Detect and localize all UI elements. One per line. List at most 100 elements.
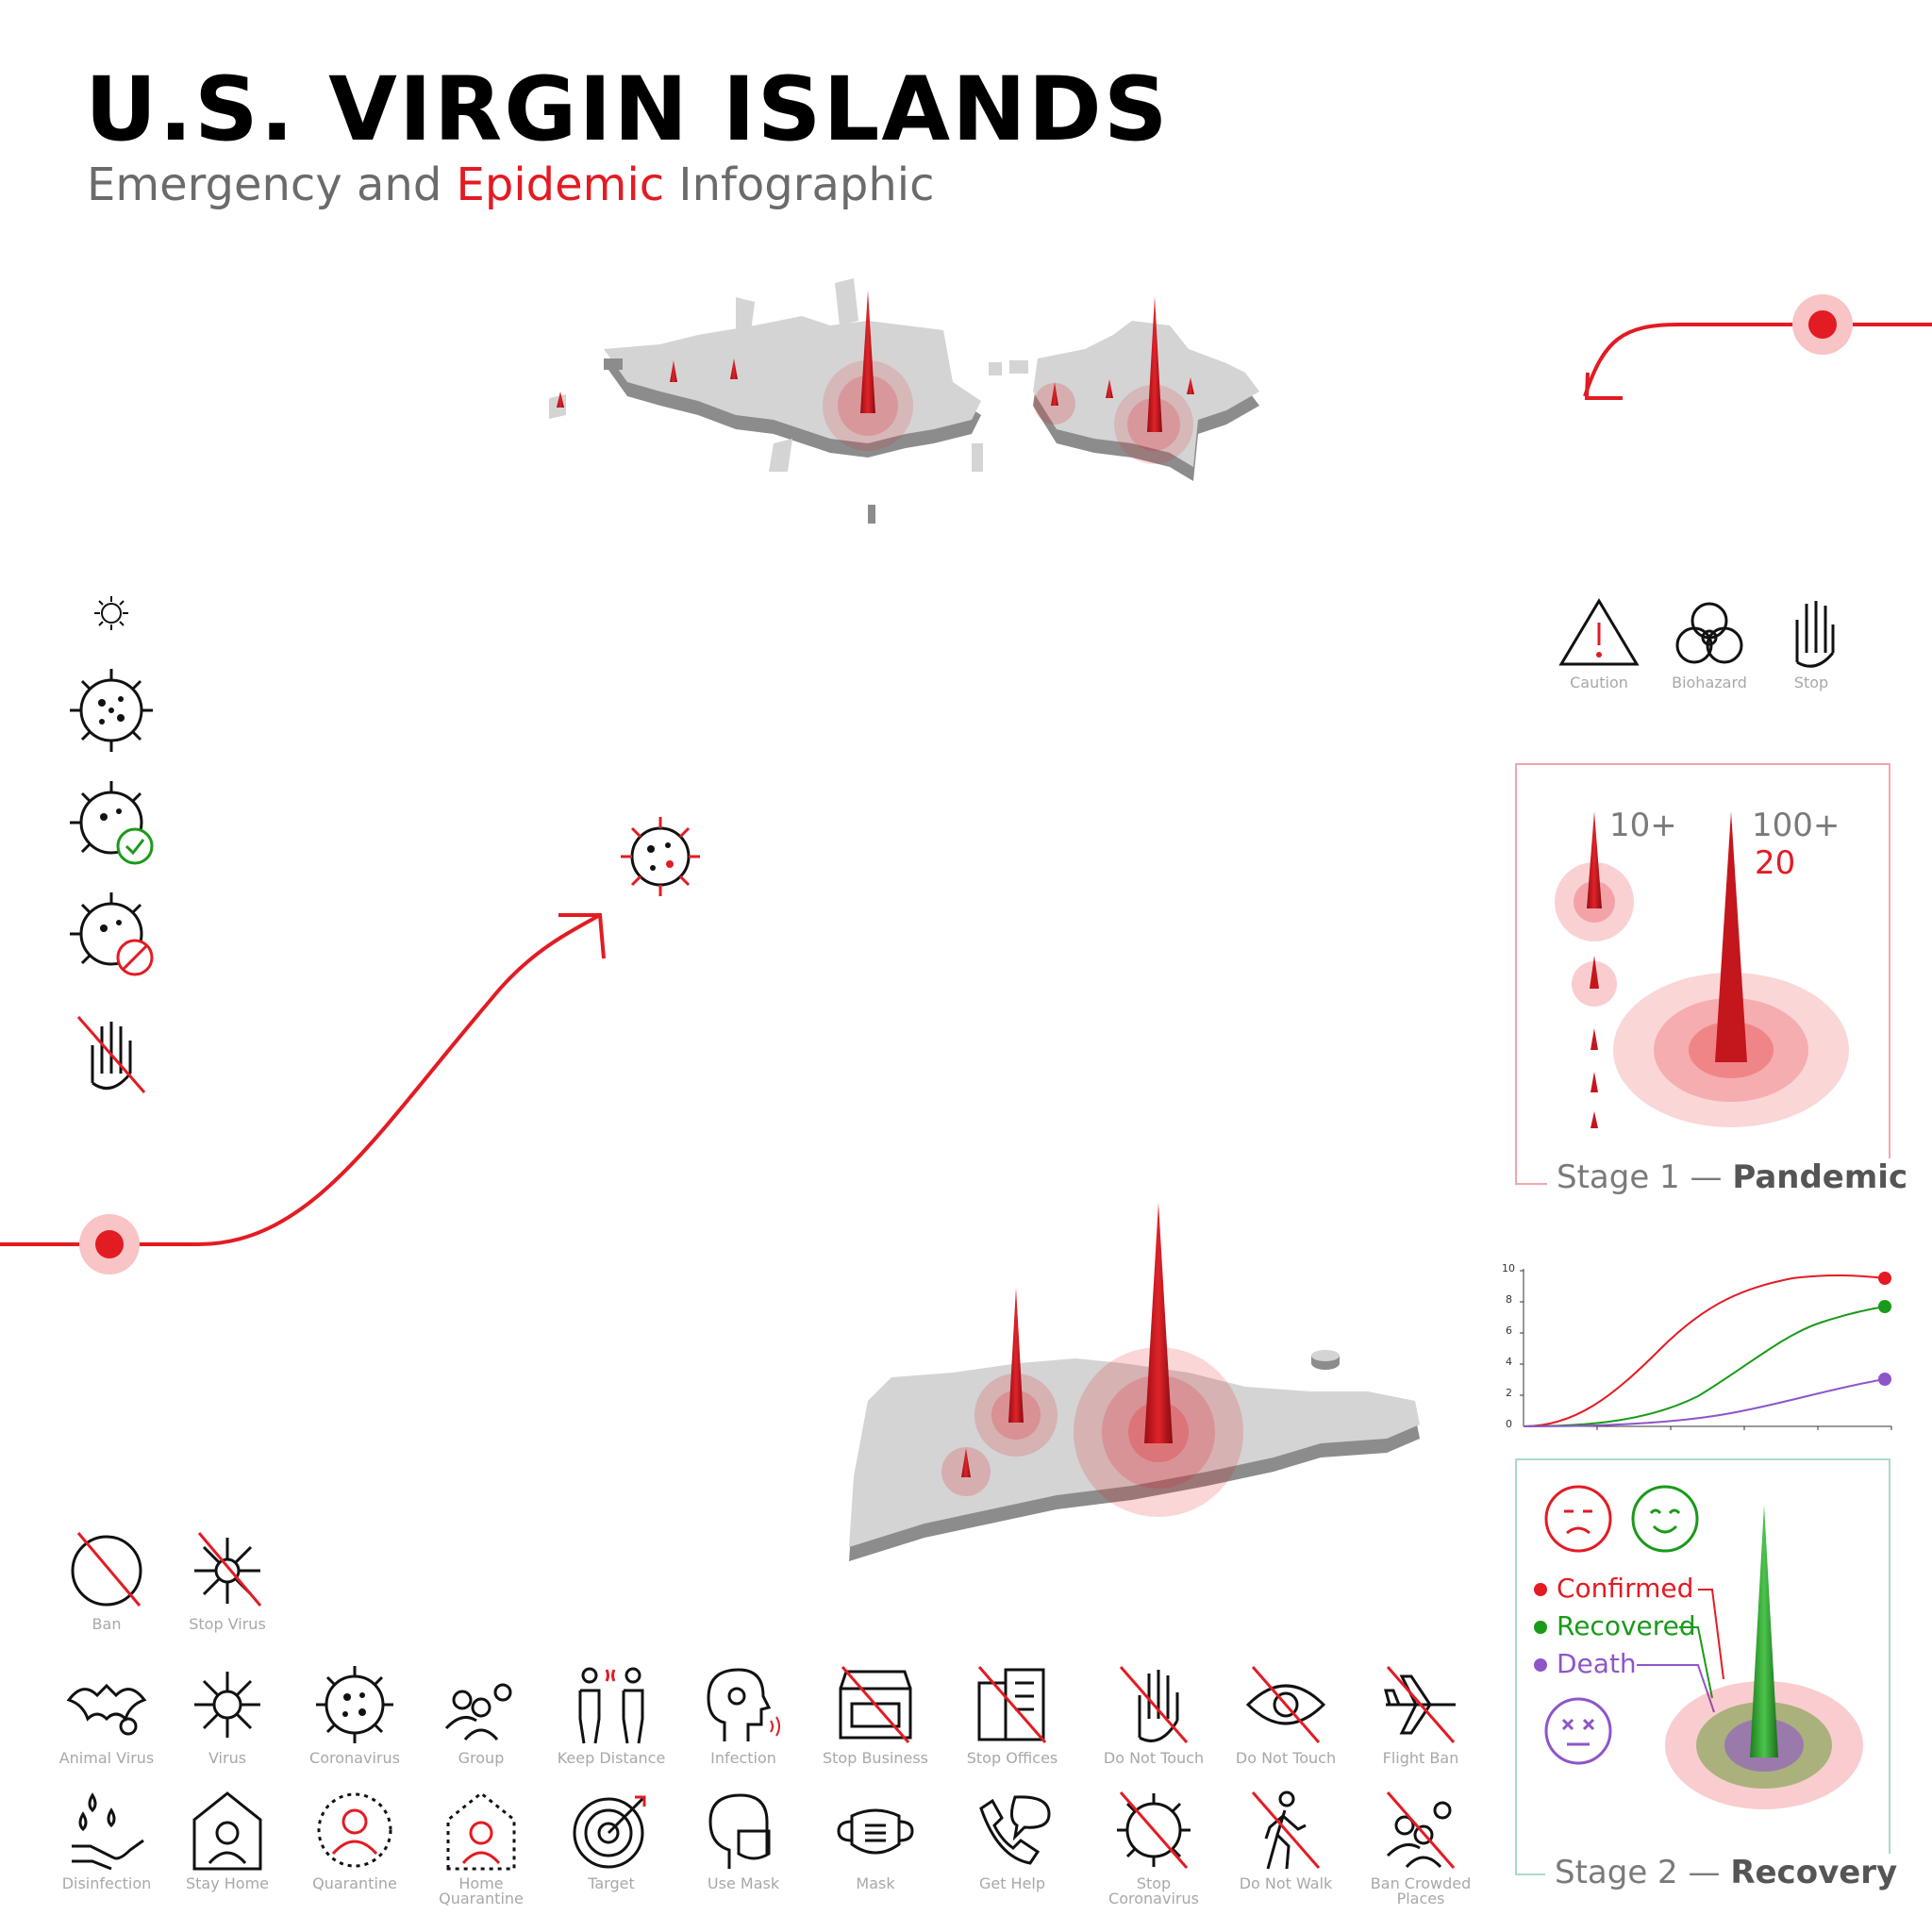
target-label: Target — [588, 1874, 635, 1892]
left-icon-column — [70, 596, 154, 1093]
virus-label: Virus — [208, 1749, 247, 1767]
bat-virus-icon — [66, 1683, 147, 1736]
y-tick-4: 4 — [1506, 1356, 1512, 1368]
subtitle-highlight: Epidemic — [456, 158, 665, 211]
y-tick-2: 2 — [1506, 1387, 1512, 1399]
icon-cell-mask: Mask — [814, 1788, 937, 1929]
stage2-spike — [1665, 1505, 1863, 1809]
icon-cell-do-not-touch-eye: Do Not Touch — [1224, 1662, 1347, 1804]
icon-row-2: Disinfection Stay Home Quarantine Home Q… — [45, 1788, 1479, 1929]
biohazard-icon-cell: Biohazard — [1648, 596, 1771, 738]
icon-cell-disinfection: Disinfection — [45, 1788, 168, 1929]
icon-cell-animal-virus: Animal Virus — [45, 1662, 168, 1804]
do-not-touch-hand-label: Do Not Touch — [1103, 1749, 1205, 1767]
stop-icon-cell: Stop — [1750, 596, 1873, 738]
legend-recovered: Recovered — [1557, 1610, 1696, 1641]
infection-icon — [707, 1668, 780, 1741]
legend-confirmed: Confirmed — [1557, 1573, 1694, 1604]
death-line — [1523, 1378, 1886, 1427]
happy-face-icon — [1631, 1485, 1699, 1553]
stop-virus-icon-cell: Stop Virus — [166, 1528, 289, 1670]
y-tick-0: 0 — [1506, 1418, 1512, 1430]
biohazard-icon — [1675, 602, 1743, 664]
quarantine-label: Quarantine — [312, 1874, 397, 1892]
map-st-john — [989, 296, 1259, 481]
group-icon — [444, 1683, 512, 1741]
mask-icon — [837, 1808, 914, 1855]
disinfection-label: Disinfection — [61, 1874, 152, 1892]
small-sun-virus-icon — [94, 596, 128, 630]
group-label: Group — [458, 1749, 505, 1767]
target-icon — [573, 1795, 646, 1869]
icon-cell-stop-business: Stop Business — [814, 1662, 937, 1804]
flight-ban-icon — [1384, 1666, 1456, 1743]
infection-label: Infection — [710, 1749, 776, 1767]
icon-cell-use-mask: Use Mask — [682, 1788, 805, 1929]
confirmed-line — [1523, 1274, 1886, 1427]
legend-death: Death — [1557, 1648, 1637, 1679]
home-quarantine-label: Home Quarantine — [439, 1874, 524, 1907]
keep-distance-label: Keep Distance — [557, 1749, 666, 1767]
stop-offices-label: Stop Offices — [966, 1749, 1058, 1767]
ban-crowded-places-label: Ban Crowded Places — [1370, 1874, 1472, 1907]
mini-line-chart — [1520, 1269, 1892, 1430]
icon-cell-stop-coronavirus: Stop Coronavirus — [1092, 1788, 1215, 1929]
sad-face-icon — [1544, 1485, 1612, 1553]
use-mask-icon — [708, 1793, 771, 1869]
dead-face-icon — [1544, 1697, 1612, 1765]
legend-leader-lines — [1637, 1589, 1724, 1713]
icon-cell-infection: Infection — [682, 1662, 805, 1804]
icon-cell-stop-offices: Stop Offices — [951, 1662, 1074, 1804]
virus-icon — [194, 1672, 260, 1738]
icon-cell-stay-home: Stay Home — [166, 1788, 289, 1929]
virus-check-icon — [70, 781, 154, 865]
do-not-touch-hand-icon — [1119, 1666, 1189, 1743]
legend-dots — [1534, 1583, 1547, 1672]
stop-label: Stop — [1793, 674, 1829, 691]
stop-coronavirus-label: Stop Coronavirus — [1108, 1874, 1199, 1907]
icon-cell-quarantine: Quarantine — [293, 1788, 416, 1929]
stage1-label: Stage 1 — Pandemic — [1547, 1158, 1918, 1196]
caution-icon-cell: Caution — [1538, 596, 1660, 738]
map-st-thomas — [549, 278, 983, 524]
stop-business-label: Stop Business — [822, 1749, 928, 1767]
get-help-label: Get Help — [978, 1874, 1046, 1892]
ban-icon — [71, 1532, 142, 1607]
coronavirus-icon — [316, 1666, 393, 1743]
icon-row-1: Animal Virus Virus Coronavirus Group Kee… — [45, 1662, 1479, 1804]
mask-label: Mask — [856, 1874, 895, 1892]
confirmed-end-point — [1878, 1272, 1891, 1285]
caution-icon — [1558, 598, 1640, 666]
death-end-point — [1878, 1373, 1891, 1386]
keep-distance-icon — [578, 1667, 644, 1744]
icon-cell-ban-crowded-places: Ban Crowded Places — [1359, 1788, 1482, 1929]
icon-cell-do-not-touch-hand: Do Not Touch — [1092, 1662, 1215, 1804]
virus-blocked-icon — [70, 892, 154, 976]
subtitle-part3: Infographic — [664, 158, 935, 211]
no-touch-hand-icon — [76, 1016, 146, 1093]
quarantine-icon — [317, 1792, 392, 1868]
stage1-label-bold: Pandemic — [1732, 1158, 1908, 1196]
icon-cell-coronavirus: Coronavirus — [293, 1662, 416, 1804]
stop-virus-label: Stop Virus — [189, 1615, 266, 1633]
stage1-small-spikes — [1555, 811, 1634, 1128]
icon-cell-home-quarantine: Home Quarantine — [420, 1788, 542, 1929]
icon-cell-keep-distance: Keep Distance — [550, 1662, 673, 1804]
stage1-big-spike — [1613, 811, 1849, 1127]
stage2-panel — [1515, 1458, 1890, 1875]
stage2-label-bold: Recovery — [1730, 1854, 1898, 1891]
ban-label: Ban — [92, 1615, 122, 1633]
do-not-touch-eye-icon — [1245, 1666, 1326, 1743]
stop-coronavirus-icon — [1117, 1791, 1191, 1869]
icon-cell-flight-ban: Flight Ban — [1359, 1662, 1482, 1804]
stay-home-icon — [192, 1791, 262, 1871]
stop-offices-icon — [977, 1666, 1047, 1743]
caution-label: Caution — [1570, 674, 1628, 691]
home-quarantine-icon — [446, 1791, 516, 1871]
icon-cell-target: Target — [550, 1788, 673, 1929]
biohazard-label: Biohazard — [1672, 674, 1747, 691]
disinfection-icon — [72, 1792, 144, 1871]
icon-cell-get-help: Get Help — [951, 1788, 1074, 1929]
stop-virus-icon — [194, 1532, 262, 1607]
